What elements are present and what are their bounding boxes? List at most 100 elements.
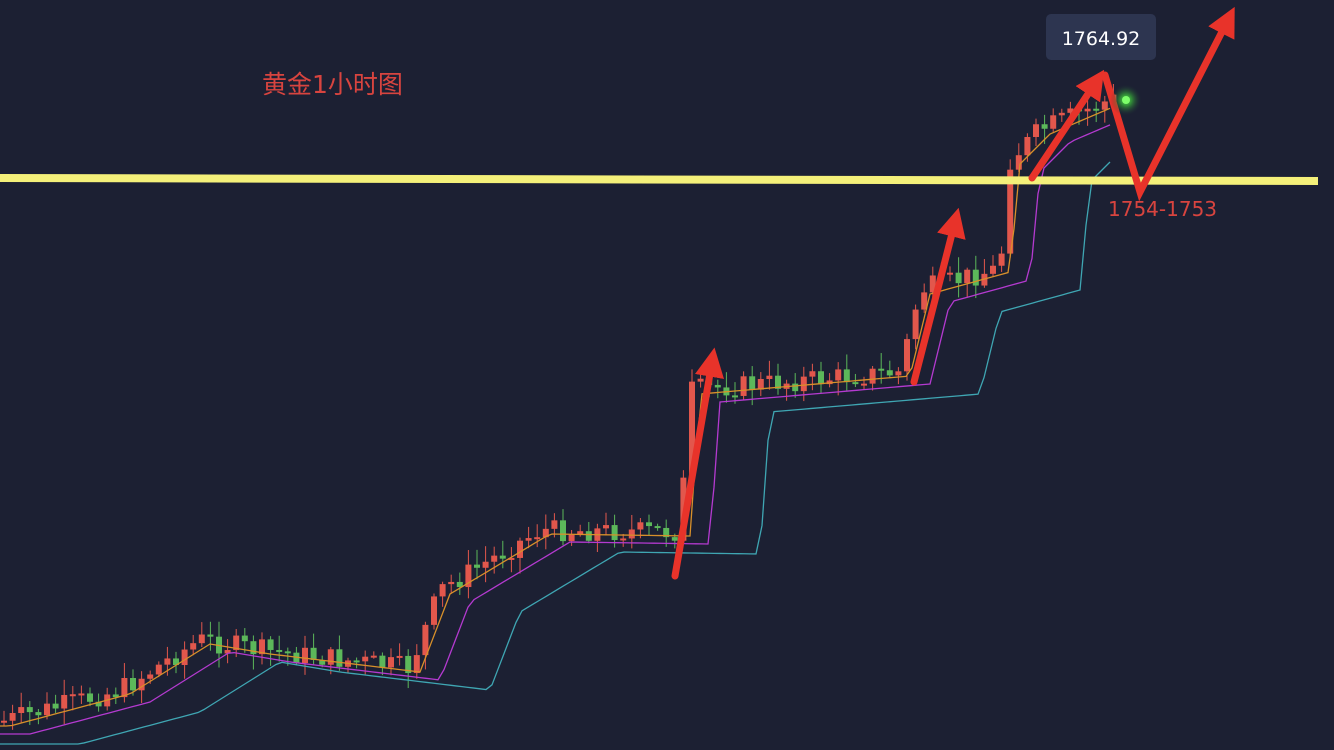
candle-body bbox=[551, 520, 558, 529]
candle-body bbox=[112, 694, 119, 698]
candle-body bbox=[474, 564, 480, 568]
candle-body bbox=[284, 651, 291, 654]
candle-body bbox=[353, 660, 360, 663]
arrow bbox=[671, 347, 724, 580]
candle-body bbox=[499, 555, 506, 559]
ma-line bbox=[0, 124, 1111, 735]
candle-body bbox=[327, 649, 334, 665]
candle-body bbox=[1093, 108, 1100, 111]
candle-body bbox=[517, 540, 523, 558]
candle-body bbox=[637, 522, 644, 530]
candle-body bbox=[697, 378, 704, 382]
candle-body bbox=[1024, 136, 1031, 156]
candle-body bbox=[439, 584, 446, 597]
current-price-dot-core bbox=[1122, 96, 1130, 104]
candle-body bbox=[336, 649, 343, 667]
candle-body bbox=[1067, 108, 1074, 113]
candle-body bbox=[1041, 124, 1048, 129]
candle-body bbox=[560, 520, 566, 542]
candle-body bbox=[1, 720, 7, 723]
candle-body bbox=[646, 522, 652, 527]
candle-body bbox=[775, 375, 781, 389]
candle-body bbox=[861, 383, 867, 386]
candle-body bbox=[181, 649, 188, 666]
ma-line bbox=[0, 107, 1111, 727]
candle-body bbox=[164, 658, 171, 665]
candle-body bbox=[44, 703, 50, 716]
candle-body bbox=[1058, 112, 1065, 116]
candle-body bbox=[990, 265, 996, 274]
arrow bbox=[1101, 6, 1235, 202]
candle-body bbox=[886, 370, 893, 376]
ma-line bbox=[0, 161, 1111, 745]
candle-body bbox=[1050, 115, 1057, 129]
candle-body bbox=[732, 395, 738, 398]
candle-body bbox=[9, 713, 16, 721]
candle-body bbox=[904, 339, 910, 372]
candle-body bbox=[69, 694, 76, 697]
candle-body bbox=[714, 384, 721, 388]
candle-body bbox=[964, 269, 971, 284]
candle-body bbox=[611, 525, 618, 541]
candle-body bbox=[250, 641, 257, 655]
candle-body bbox=[302, 647, 308, 664]
candle-body bbox=[52, 703, 59, 709]
candle-body bbox=[809, 371, 816, 377]
candle-body bbox=[603, 525, 609, 529]
candle-body bbox=[568, 534, 575, 542]
candle-body bbox=[18, 707, 25, 714]
candle-body bbox=[379, 655, 386, 668]
candle-body bbox=[929, 275, 936, 293]
candle-body bbox=[147, 674, 154, 679]
candle-body bbox=[370, 655, 377, 658]
candle-body bbox=[405, 655, 412, 674]
candle-body bbox=[878, 368, 885, 371]
candle-body bbox=[740, 376, 747, 396]
candle-body bbox=[173, 658, 179, 666]
candle-body bbox=[534, 537, 541, 540]
candle-body bbox=[654, 526, 661, 529]
candle-body bbox=[757, 379, 764, 390]
candle-body bbox=[947, 272, 953, 275]
candle-body bbox=[422, 624, 429, 656]
price-tag bbox=[1046, 14, 1156, 60]
candle-body bbox=[508, 557, 515, 560]
candle-body bbox=[1101, 101, 1108, 110]
candle-body bbox=[482, 561, 489, 568]
candle-body bbox=[224, 650, 231, 654]
candle-body bbox=[1015, 155, 1022, 170]
candle-body bbox=[542, 528, 549, 538]
candle-body bbox=[792, 383, 799, 392]
candle-body bbox=[912, 309, 919, 340]
candle-body bbox=[319, 659, 326, 665]
candle-body bbox=[396, 655, 403, 658]
candle-body bbox=[1033, 124, 1039, 137]
candle-body bbox=[1007, 169, 1014, 254]
candle-body bbox=[585, 531, 592, 541]
candle-body bbox=[26, 707, 33, 713]
candle-body bbox=[766, 375, 773, 380]
candle-body bbox=[431, 596, 437, 625]
chart-title: 黄金1小时图 bbox=[262, 70, 403, 99]
candle-body bbox=[362, 656, 369, 662]
candle-body bbox=[921, 292, 928, 310]
candle-body bbox=[61, 694, 68, 709]
support-label: 1754-1753 bbox=[1108, 197, 1217, 221]
candle-body bbox=[130, 678, 136, 691]
candle-body bbox=[413, 655, 420, 674]
candle-body bbox=[671, 537, 678, 541]
candle-body bbox=[293, 652, 300, 664]
candle-body bbox=[869, 368, 876, 384]
candle-body bbox=[35, 712, 42, 716]
moving-averages bbox=[0, 107, 1111, 745]
candle-body bbox=[818, 371, 824, 385]
candle-body bbox=[241, 635, 248, 642]
candle-body bbox=[276, 649, 283, 652]
candle-body bbox=[310, 647, 317, 660]
candle-body bbox=[87, 693, 93, 702]
candle-body bbox=[955, 272, 962, 284]
candle-body bbox=[207, 634, 214, 637]
candle-body bbox=[689, 381, 695, 478]
